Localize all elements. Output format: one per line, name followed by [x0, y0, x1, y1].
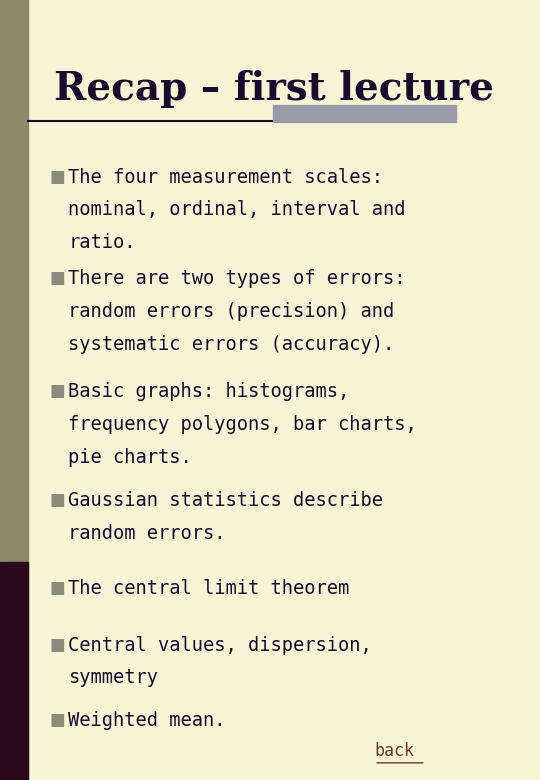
Text: Weighted mean.: Weighted mean.	[68, 711, 226, 730]
Text: ■: ■	[49, 168, 65, 186]
Text: frequency polygons, bar charts,: frequency polygons, bar charts,	[68, 415, 417, 434]
Text: ■: ■	[49, 579, 65, 597]
Text: nominal, ordinal, interval and: nominal, ordinal, interval and	[68, 200, 406, 219]
Text: ■: ■	[49, 491, 65, 509]
Text: ■: ■	[49, 382, 65, 400]
Text: systematic errors (accuracy).: systematic errors (accuracy).	[68, 335, 395, 353]
Bar	[0, 0, 28, 780]
Text: ■: ■	[49, 636, 65, 654]
Bar	[0, 562, 28, 780]
Bar	[273, 105, 456, 122]
Text: Gaussian statistics describe: Gaussian statistics describe	[68, 491, 383, 510]
Text: pie charts.: pie charts.	[68, 448, 192, 466]
Text: Recap – first lecture: Recap – first lecture	[54, 70, 494, 108]
Text: ■: ■	[49, 269, 65, 287]
Text: back: back	[374, 743, 414, 760]
Text: ratio.: ratio.	[68, 233, 136, 252]
Text: The central limit theorem: The central limit theorem	[68, 579, 349, 597]
Text: random errors (precision) and: random errors (precision) and	[68, 302, 395, 321]
Text: Central values, dispersion,: Central values, dispersion,	[68, 636, 372, 654]
Text: ■: ■	[49, 711, 65, 729]
Text: Basic graphs: histograms,: Basic graphs: histograms,	[68, 382, 349, 401]
Text: The four measurement scales:: The four measurement scales:	[68, 168, 383, 186]
Text: There are two types of errors:: There are two types of errors:	[68, 269, 406, 288]
Text: symmetry: symmetry	[68, 668, 158, 687]
Text: random errors.: random errors.	[68, 524, 226, 543]
